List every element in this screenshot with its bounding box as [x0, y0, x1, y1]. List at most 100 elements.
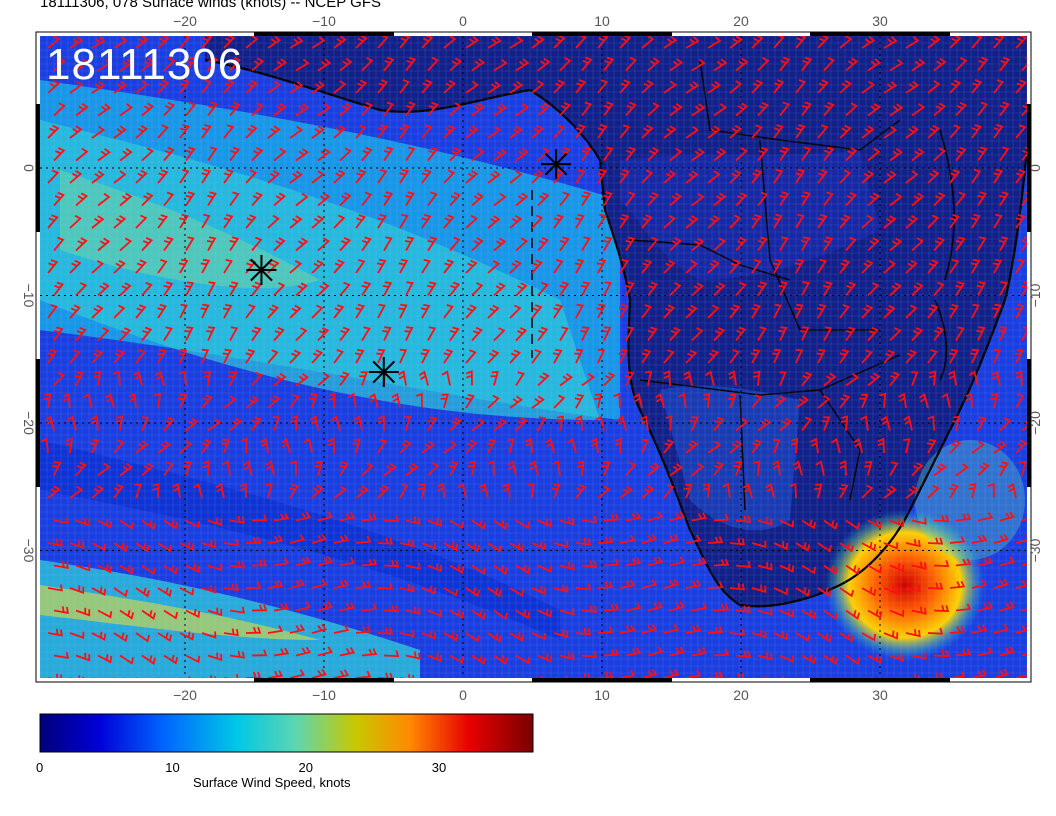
wind-barb — [685, 349, 698, 364]
wind-barb — [987, 482, 995, 499]
wind-barb — [977, 556, 994, 567]
wind-barb — [83, 392, 93, 409]
colorbar-tick-0: 0 — [36, 760, 44, 775]
wind-barb — [757, 517, 773, 526]
wind-barb — [47, 36, 61, 49]
wind-barb — [773, 395, 787, 409]
wind-barb — [861, 632, 877, 642]
wind-barb — [333, 80, 347, 94]
wind-barb — [1007, 482, 1017, 499]
wind-barb — [861, 541, 877, 552]
wind-barb — [1015, 258, 1026, 274]
wind-barb — [752, 675, 767, 678]
wind-barb — [222, 303, 233, 319]
wind-barb — [339, 147, 352, 162]
wind-barb — [427, 653, 443, 663]
lat-tick-label: −10 — [21, 284, 37, 308]
wind-barb — [90, 438, 100, 454]
wind-barb — [97, 519, 113, 529]
wind-barb — [333, 304, 345, 319]
wind-barb — [1021, 101, 1027, 117]
wind-barb — [361, 236, 372, 252]
wind-barb — [339, 236, 352, 252]
wind-barb — [267, 670, 284, 678]
wind-barb — [45, 415, 55, 431]
wind-barb — [691, 327, 704, 342]
wind-barb — [265, 483, 273, 499]
wind-barb — [713, 648, 730, 657]
wind-barb — [295, 282, 308, 297]
wind-barb — [603, 513, 620, 522]
wind-barb — [778, 281, 789, 296]
wind-barb — [62, 392, 71, 409]
wind-barb — [179, 303, 188, 319]
wind-barb — [465, 632, 481, 643]
lat-tick-label: 0 — [1027, 164, 1043, 172]
wind-barb — [971, 440, 985, 454]
wind-barb — [295, 148, 309, 162]
frame-segment — [254, 32, 394, 36]
wind-barb — [171, 482, 181, 499]
wind-barb — [613, 392, 621, 409]
wind-barb — [559, 373, 573, 387]
wind-barb — [203, 370, 212, 386]
lon-tick-label: 20 — [733, 13, 749, 29]
wind-barb — [242, 460, 253, 476]
wind-barb — [757, 418, 772, 432]
wind-barb — [245, 626, 262, 634]
wind-barb — [971, 36, 983, 49]
wind-barb — [553, 214, 564, 229]
wind-barb — [91, 36, 106, 49]
wind-barb — [1021, 653, 1027, 657]
wind-barb — [619, 624, 636, 634]
wind-barb — [757, 146, 769, 162]
wind-barb — [927, 169, 940, 184]
wind-barb — [883, 485, 897, 499]
wind-barb — [877, 437, 885, 454]
wind-barb — [647, 236, 659, 252]
wind-barb — [779, 608, 795, 618]
wind-barb — [603, 56, 615, 72]
wind-barb — [823, 281, 833, 296]
wind-barb — [839, 36, 853, 49]
wind-barb — [223, 36, 236, 49]
wind-barb — [559, 191, 571, 207]
wind-barb — [713, 58, 728, 72]
wind-barb — [685, 669, 702, 678]
wind-barb — [53, 371, 66, 387]
wind-barb — [97, 654, 113, 664]
wind-barb — [421, 79, 433, 94]
wind-barb — [339, 511, 356, 522]
wind-barb — [905, 259, 918, 274]
wind-barb — [383, 515, 400, 523]
wind-barb — [228, 371, 238, 386]
wind-barb — [575, 484, 587, 499]
wind-barb — [597, 79, 609, 94]
wind-barb — [207, 607, 223, 617]
wind-barb — [1021, 281, 1027, 296]
wind-barb — [273, 647, 290, 657]
wind-barb — [691, 58, 706, 72]
wind-barb — [377, 303, 386, 319]
wind-barb — [112, 370, 121, 386]
wind-barb — [339, 371, 350, 387]
wind-barb — [153, 392, 162, 409]
wind-barb — [713, 192, 727, 207]
wind-barb — [399, 483, 409, 499]
wind-barb — [303, 437, 313, 454]
wind-barb — [729, 36, 743, 49]
wind-barb — [405, 56, 417, 72]
wind-barb — [905, 584, 921, 593]
wind-barb — [845, 609, 861, 620]
wind-barb — [595, 415, 605, 431]
wind-barb — [377, 484, 390, 499]
wind-barb — [273, 602, 290, 612]
wind-barb — [581, 605, 598, 613]
wind-barb — [816, 348, 826, 364]
wind-barb — [289, 349, 302, 364]
wind-barb — [1015, 169, 1026, 184]
wind-barb — [992, 303, 1002, 319]
wind-barb — [619, 214, 630, 229]
wind-barb — [641, 259, 653, 274]
